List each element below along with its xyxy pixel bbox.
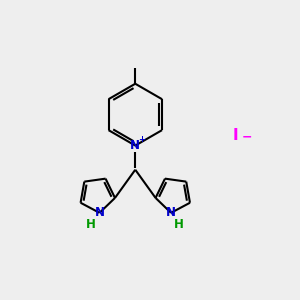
Text: N: N bbox=[130, 139, 140, 152]
Text: H: H bbox=[174, 218, 184, 230]
Text: I: I bbox=[232, 128, 238, 143]
Text: +: + bbox=[138, 135, 145, 144]
Text: −: − bbox=[241, 131, 252, 144]
Text: H: H bbox=[86, 218, 96, 230]
Text: N: N bbox=[166, 206, 176, 219]
Text: N: N bbox=[94, 206, 104, 219]
